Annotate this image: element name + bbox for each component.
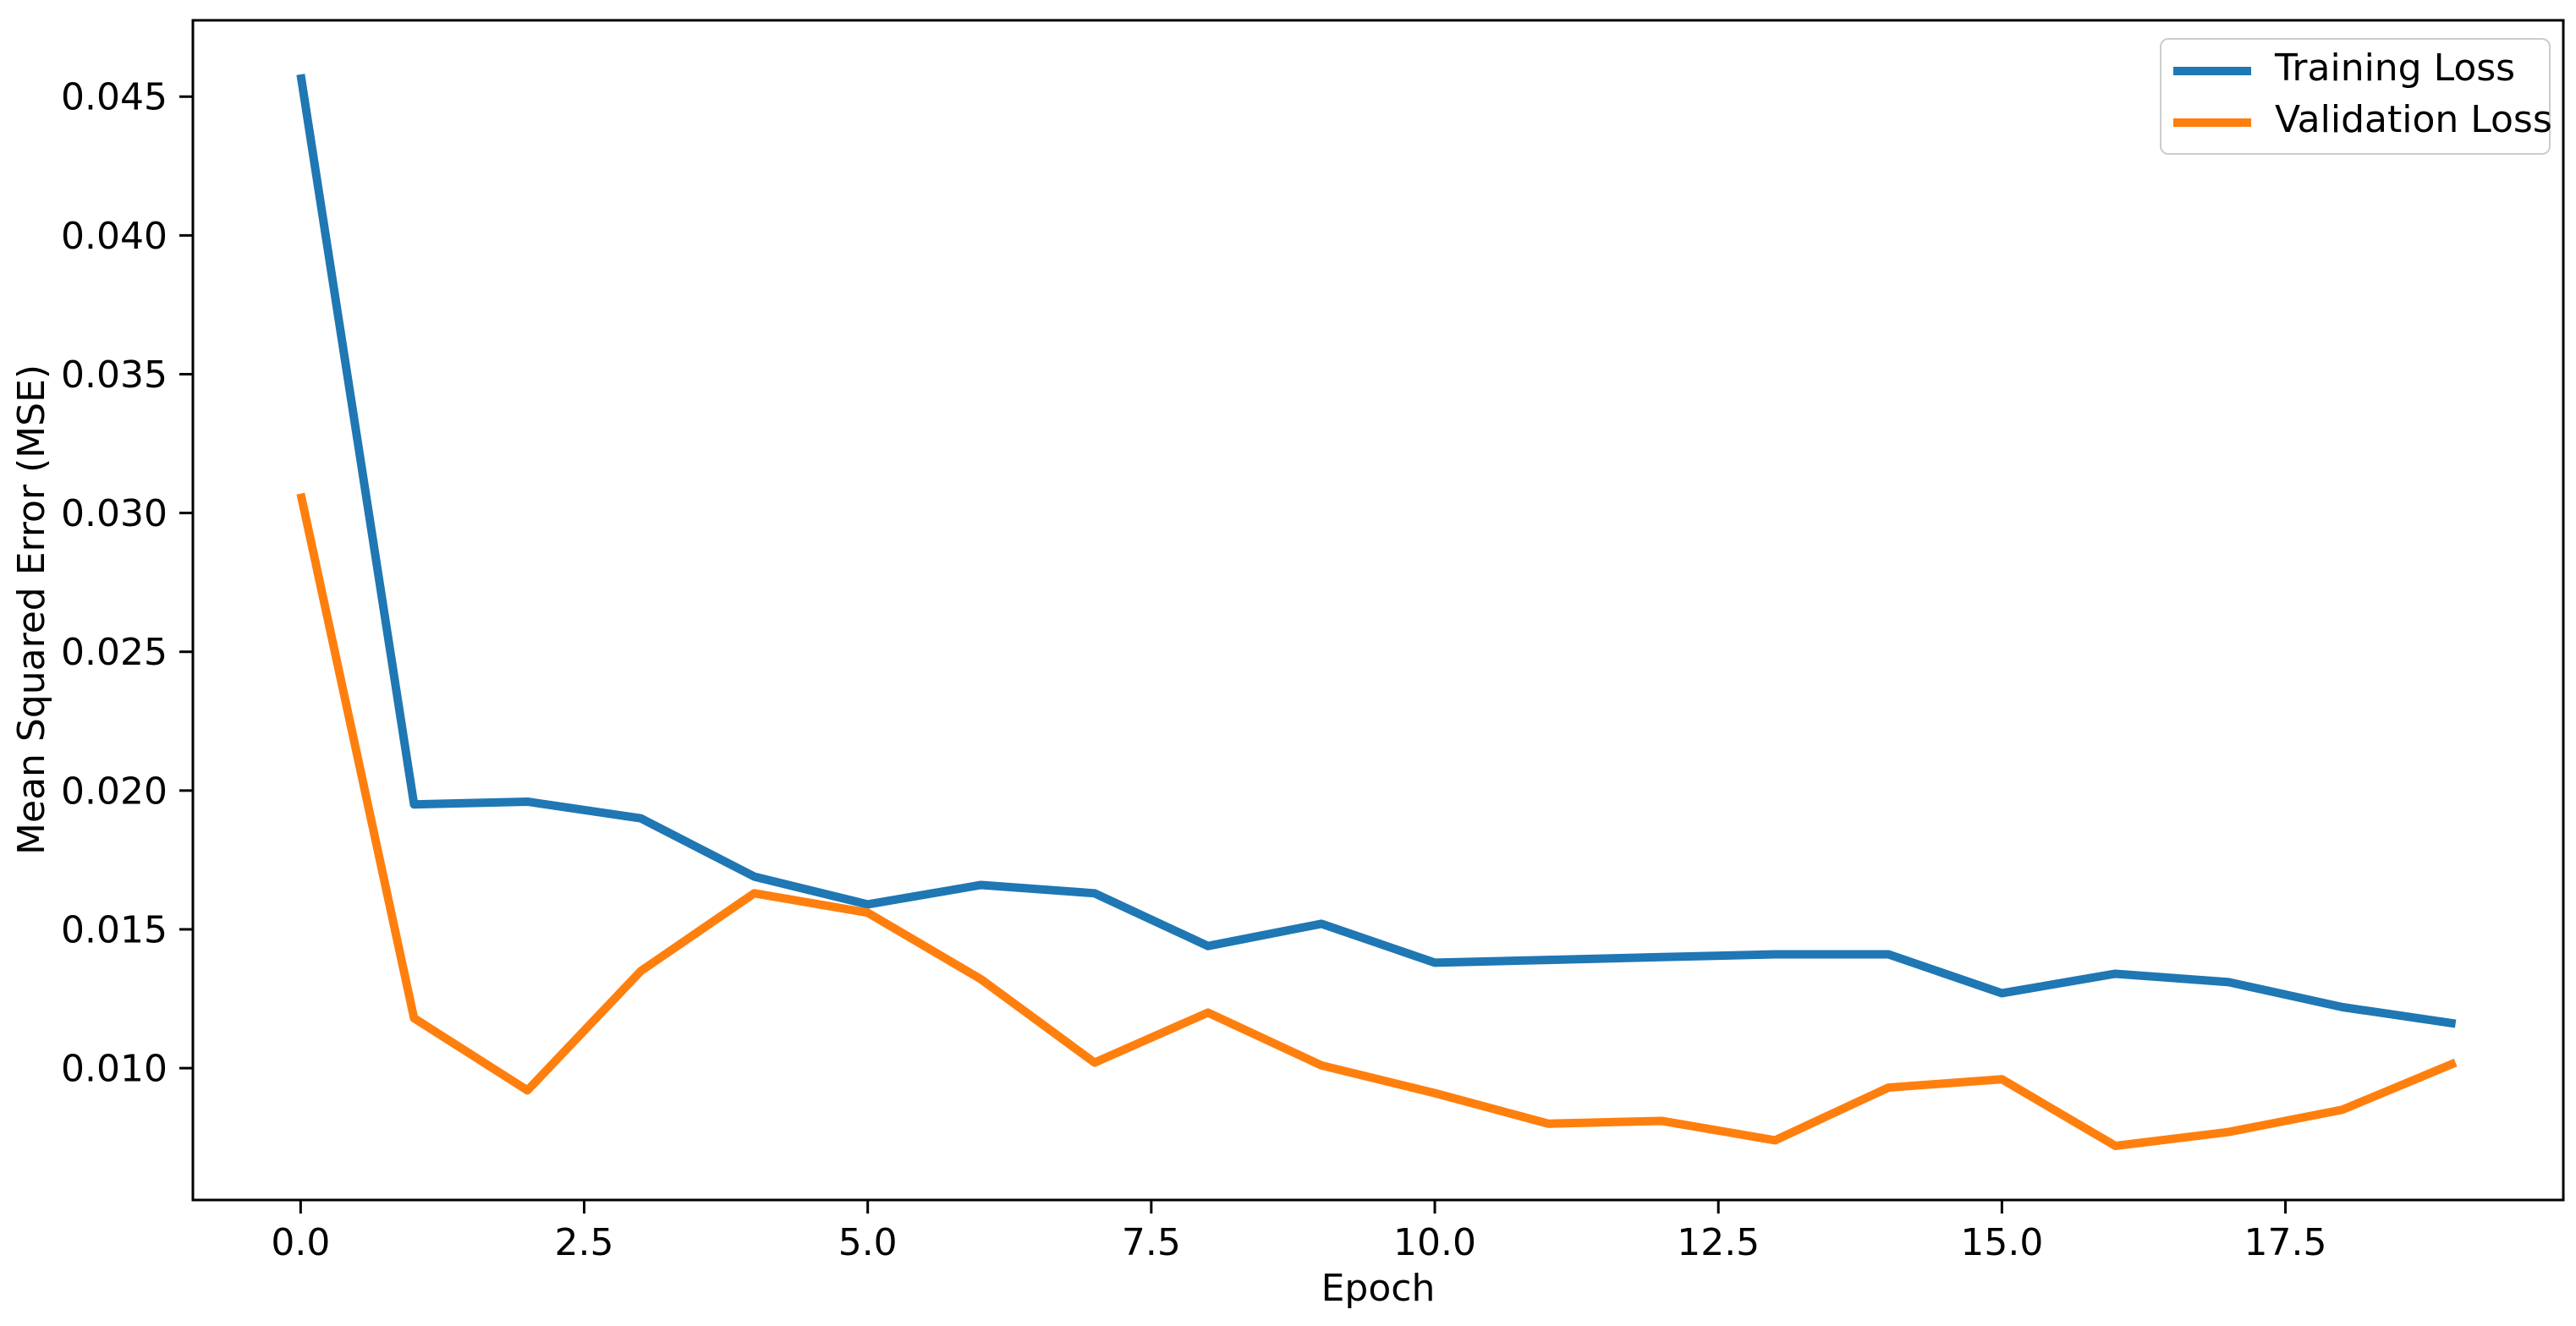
x-axis-ticks bbox=[299, 1200, 2288, 1214]
y-tick-label: 0.020 bbox=[61, 770, 168, 813]
x-tick-label: 12.5 bbox=[1677, 1221, 1760, 1264]
training-loss-swatch bbox=[2173, 66, 2251, 75]
validation-loss-swatch bbox=[2173, 118, 2251, 127]
y-tick-label: 0.015 bbox=[61, 908, 168, 951]
legend-label-validation: Validation Loss bbox=[2275, 97, 2552, 141]
x-tick-label: 2.5 bbox=[555, 1221, 614, 1264]
y-tick-label: 0.030 bbox=[61, 492, 168, 535]
x-axis-tick-labels: 0.0 2.5 5.0 7.5 10.0 12.5 15.0 17.5 bbox=[271, 1221, 2326, 1264]
legend: Training Loss Validation Loss bbox=[2160, 38, 2552, 155]
y-tick-label: 0.045 bbox=[61, 76, 168, 119]
legend-item-validation: Validation Loss bbox=[2173, 98, 2552, 146]
x-tick-label: 7.5 bbox=[1122, 1221, 1181, 1264]
validation-loss-line bbox=[296, 492, 2458, 1150]
y-tick-label: 0.025 bbox=[61, 631, 168, 674]
legend-item-training: Training Loss bbox=[2173, 47, 2537, 95]
y-tick-label: 0.040 bbox=[61, 215, 168, 258]
x-axis-label: Epoch bbox=[1321, 1267, 1436, 1310]
x-tick-label: 0.0 bbox=[271, 1221, 330, 1264]
y-axis-label: Mean Squared Error (MSE) bbox=[10, 364, 53, 855]
legend-label-training: Training Loss bbox=[2275, 46, 2516, 90]
training-loss-line bbox=[296, 74, 2457, 1028]
y-tick-label: 0.010 bbox=[61, 1047, 168, 1090]
y-tick-label: 0.035 bbox=[61, 353, 168, 397]
x-tick-label: 10.0 bbox=[1393, 1221, 1476, 1264]
x-tick-label: 15.0 bbox=[1960, 1221, 2043, 1264]
plot-spines bbox=[191, 19, 2565, 1202]
x-tick-label: 5.0 bbox=[838, 1221, 898, 1264]
y-axis-tick-labels: 0.010 0.015 0.020 0.025 0.030 0.035 0.040 0.045 bbox=[61, 76, 168, 1091]
x-tick-label: 17.5 bbox=[2244, 1221, 2327, 1264]
y-axis-ticks bbox=[179, 95, 193, 1070]
